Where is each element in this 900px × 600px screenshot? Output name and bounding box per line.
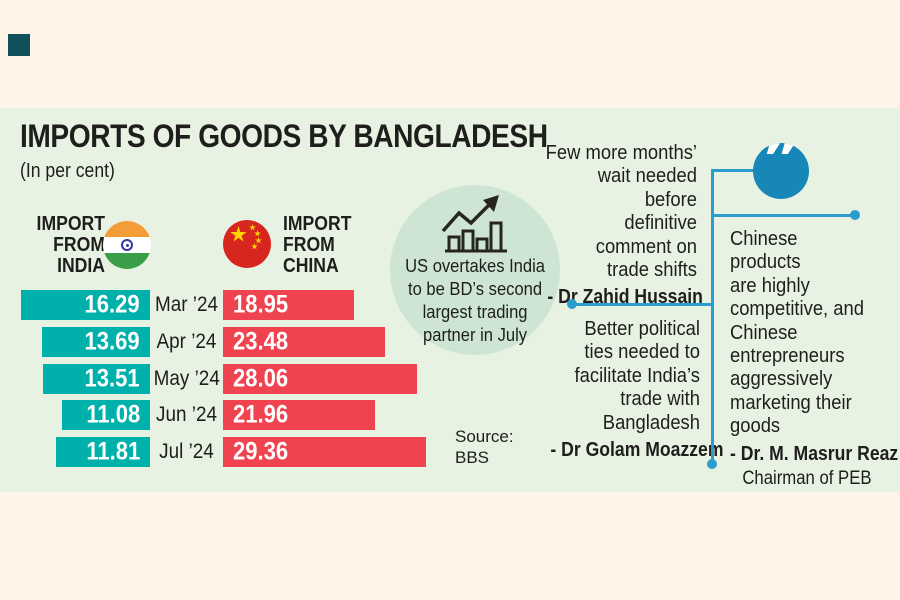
quote-golam-moazzem: Better political ties needed to facilita… bbox=[530, 318, 724, 462]
quote-text: Chinese products are highly competitive,… bbox=[730, 228, 864, 438]
india-flag-green-stripe bbox=[103, 253, 151, 269]
india-bar: 16.29 bbox=[21, 290, 150, 320]
month-label: Jun ’24 bbox=[156, 403, 217, 426]
india-bar: 13.69 bbox=[42, 327, 150, 357]
connector-dot bbox=[707, 459, 717, 469]
quote-text: Better political ties needed to facilita… bbox=[574, 318, 700, 434]
quote-author-title: Chairman of PEB bbox=[742, 467, 872, 489]
connector-line bbox=[572, 303, 713, 306]
page-title: IMPORTS OF GOODS BY BANGLADESH bbox=[20, 118, 548, 154]
china-flag-icon bbox=[223, 220, 271, 268]
india-bar: 11.81 bbox=[56, 437, 150, 467]
quote-glyph: ” bbox=[761, 143, 801, 194]
series-label-china: IMPORT FROM CHINA bbox=[283, 213, 352, 277]
quote-author: - Dr. M. Masrur Reaz bbox=[730, 442, 899, 465]
quote-masrur-reaz: Chinese products are highly competitive,… bbox=[730, 228, 899, 490]
india-bar: 11.08 bbox=[62, 400, 150, 430]
month-label: Apr ’24 bbox=[156, 330, 217, 353]
china-bar: 21.96 bbox=[223, 400, 375, 430]
china-bar-value: 29.36 bbox=[233, 437, 289, 466]
china-bar-value: 21.96 bbox=[233, 400, 289, 429]
china-flag-small-star bbox=[254, 230, 261, 237]
india-flag-saffron-stripe bbox=[103, 221, 151, 237]
badge-text: US overtakes India to be BD’s second lar… bbox=[405, 256, 545, 345]
series-label-india: IMPORT FROM INDIA bbox=[36, 213, 105, 277]
connector-dot bbox=[850, 210, 860, 220]
connector-line bbox=[713, 169, 755, 172]
china-bar: 28.06 bbox=[223, 364, 417, 394]
india-bar-value: 11.81 bbox=[86, 437, 140, 466]
quote-zahid-hussain: Few more months’ wait needed before defi… bbox=[527, 142, 703, 309]
month-label: May ’24 bbox=[153, 367, 220, 390]
china-flag-small-star bbox=[255, 237, 262, 244]
connector-line bbox=[713, 214, 855, 217]
india-bar-value: 13.69 bbox=[84, 327, 140, 356]
ashoka-chakra-dot bbox=[125, 243, 129, 247]
quote-author: - Dr Zahid Hussain bbox=[547, 286, 703, 309]
highlight-badge: US overtakes India to be BD’s second lar… bbox=[390, 185, 560, 355]
china-flag-small-star bbox=[249, 224, 256, 231]
quote-text: Few more months’ wait needed before defi… bbox=[545, 142, 697, 281]
page-subtitle: (In per cent) bbox=[20, 160, 115, 182]
quote-icon: ” bbox=[753, 143, 809, 199]
india-bar-value: 16.29 bbox=[84, 290, 140, 319]
source-note: Source: BBS bbox=[455, 427, 514, 468]
china-flag-small-star bbox=[251, 243, 258, 250]
china-bar-value: 18.95 bbox=[233, 290, 289, 319]
india-bar: 13.51 bbox=[43, 364, 150, 394]
bar-growth-icon bbox=[441, 195, 507, 253]
connector-dot bbox=[567, 299, 577, 309]
india-bar-value: 13.51 bbox=[84, 364, 140, 393]
month-label: Jul ’24 bbox=[159, 440, 214, 463]
india-bar-value: 11.08 bbox=[86, 400, 140, 429]
china-bar: 18.95 bbox=[223, 290, 354, 320]
india-flag-icon bbox=[103, 221, 151, 269]
corner-brand-square bbox=[8, 34, 30, 56]
china-bar: 29.36 bbox=[223, 437, 426, 467]
ashoka-chakra-icon bbox=[121, 239, 133, 251]
china-bar-value: 28.06 bbox=[233, 364, 289, 393]
month-label: Mar ’24 bbox=[154, 293, 219, 316]
china-flag-big-star bbox=[230, 226, 247, 242]
china-bar: 23.48 bbox=[223, 327, 385, 357]
connector-line bbox=[711, 169, 714, 466]
china-bar-value: 23.48 bbox=[233, 327, 289, 356]
quote-author: - Dr Golam Moazzem bbox=[550, 438, 724, 461]
